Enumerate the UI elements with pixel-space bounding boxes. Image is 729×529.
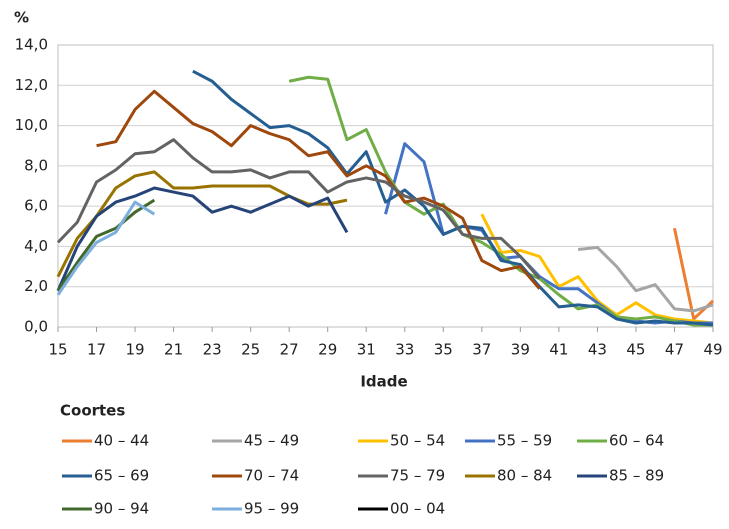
legend-label: 80 – 84 bbox=[497, 467, 552, 485]
series-line bbox=[480, 213, 714, 325]
y-tick-label: 4,0 bbox=[24, 237, 48, 255]
x-tick-label: 25 bbox=[241, 341, 260, 359]
x-axis-label: Idade bbox=[360, 373, 407, 391]
legend-label: 75 – 79 bbox=[390, 467, 445, 485]
legend-label: 90 – 94 bbox=[94, 500, 149, 518]
x-tick-label: 45 bbox=[626, 341, 645, 359]
x-tick-label: 47 bbox=[665, 341, 684, 359]
x-tick-label: 37 bbox=[472, 341, 491, 359]
series-line bbox=[288, 75, 713, 327]
x-tick-label: 33 bbox=[395, 341, 414, 359]
series-line bbox=[56, 186, 349, 292]
y-unit: % bbox=[14, 9, 29, 27]
series-line bbox=[96, 89, 541, 290]
x-tick-label: 49 bbox=[703, 341, 722, 359]
series-line bbox=[56, 138, 541, 280]
legend-label: 00 – 04 bbox=[390, 500, 445, 518]
x-tick-label: 27 bbox=[280, 341, 299, 359]
x-tick-label: 15 bbox=[48, 341, 67, 359]
x-tick-label: 17 bbox=[87, 341, 106, 359]
legend-label: 65 – 69 bbox=[94, 467, 149, 485]
y-tick-label: 14,0 bbox=[15, 36, 48, 54]
series-line bbox=[577, 245, 714, 313]
x-tick-label: 35 bbox=[434, 341, 453, 359]
series-line bbox=[56, 170, 348, 278]
x-tick-label: 31 bbox=[357, 341, 376, 359]
legend-label: 50 – 54 bbox=[390, 432, 445, 450]
series-line bbox=[56, 198, 156, 292]
y-tick-label: 2,0 bbox=[24, 277, 48, 295]
x-tick-label: 19 bbox=[126, 341, 145, 359]
legend-label: 95 – 99 bbox=[244, 500, 299, 518]
series-line bbox=[56, 200, 156, 296]
legend-title: Coortes bbox=[60, 402, 125, 420]
x-tick-label: 21 bbox=[164, 341, 183, 359]
legend-label: 70 – 74 bbox=[244, 467, 299, 485]
y-tick-label: 12,0 bbox=[15, 76, 48, 94]
x-tick-label: 41 bbox=[549, 341, 568, 359]
legend-label: 45 – 49 bbox=[244, 432, 299, 450]
legend-label: 60 – 64 bbox=[609, 432, 664, 450]
plot-frame bbox=[57, 44, 714, 328]
y-tick-label: 8,0 bbox=[24, 156, 48, 174]
y-tick-label: 6,0 bbox=[24, 197, 48, 215]
legend-label: 85 – 89 bbox=[609, 467, 664, 485]
x-tick-label: 39 bbox=[511, 341, 530, 359]
x-tick-label: 29 bbox=[318, 341, 337, 359]
legend-label: 55 – 59 bbox=[497, 432, 552, 450]
series-line bbox=[192, 69, 714, 327]
y-tick-label: 10,0 bbox=[15, 116, 48, 134]
y-tick-label: 0,0 bbox=[24, 318, 48, 336]
x-tick-label: 23 bbox=[203, 341, 222, 359]
x-tick-label: 43 bbox=[588, 341, 607, 359]
legend-label: 40 – 44 bbox=[94, 432, 149, 450]
